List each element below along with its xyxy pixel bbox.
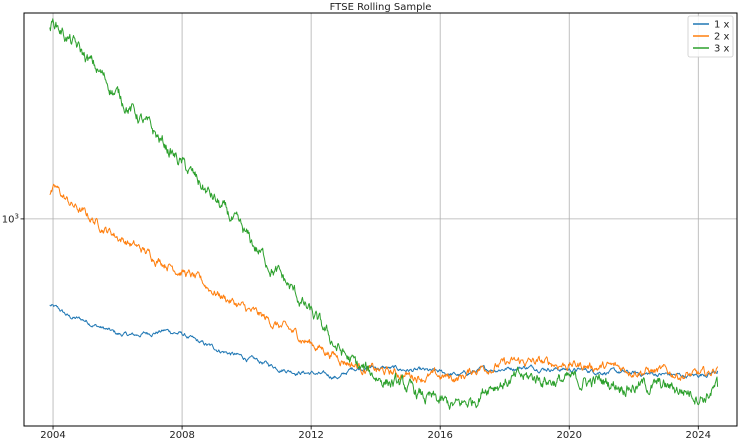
legend-label: 2 x [714, 32, 730, 43]
x-tick-label: 2020 [557, 430, 582, 440]
y-tick-label: 103 [2, 212, 19, 225]
grid-lines [24, 13, 737, 426]
x-tick-label: 2008 [169, 430, 194, 440]
plot-lines [49, 18, 719, 410]
legend-label: 1 x [714, 20, 730, 31]
series-line [49, 18, 719, 410]
legend-box [687, 15, 734, 58]
x-tick-label: 2004 [40, 430, 65, 440]
series-line [49, 304, 719, 380]
y-tick-label-exponent: 3 [15, 212, 19, 220]
series-line [49, 183, 719, 384]
x-tick-label: 2016 [427, 430, 452, 440]
y-tick-label-base: 10 [2, 214, 15, 225]
chart-title: FTSE Rolling Sample [330, 2, 432, 13]
x-axis-ticks: 2004 2008 2012 2016 2020 2024 [40, 426, 711, 441]
x-tick-label: 2024 [686, 430, 711, 440]
plot-frame [23, 12, 738, 427]
legend-label: 3 x [714, 44, 730, 55]
x-tick-label: 2012 [298, 430, 323, 440]
legend: 1 x2 x3 x [687, 15, 734, 58]
y-axis-ticks: 103 [2, 212, 24, 225]
